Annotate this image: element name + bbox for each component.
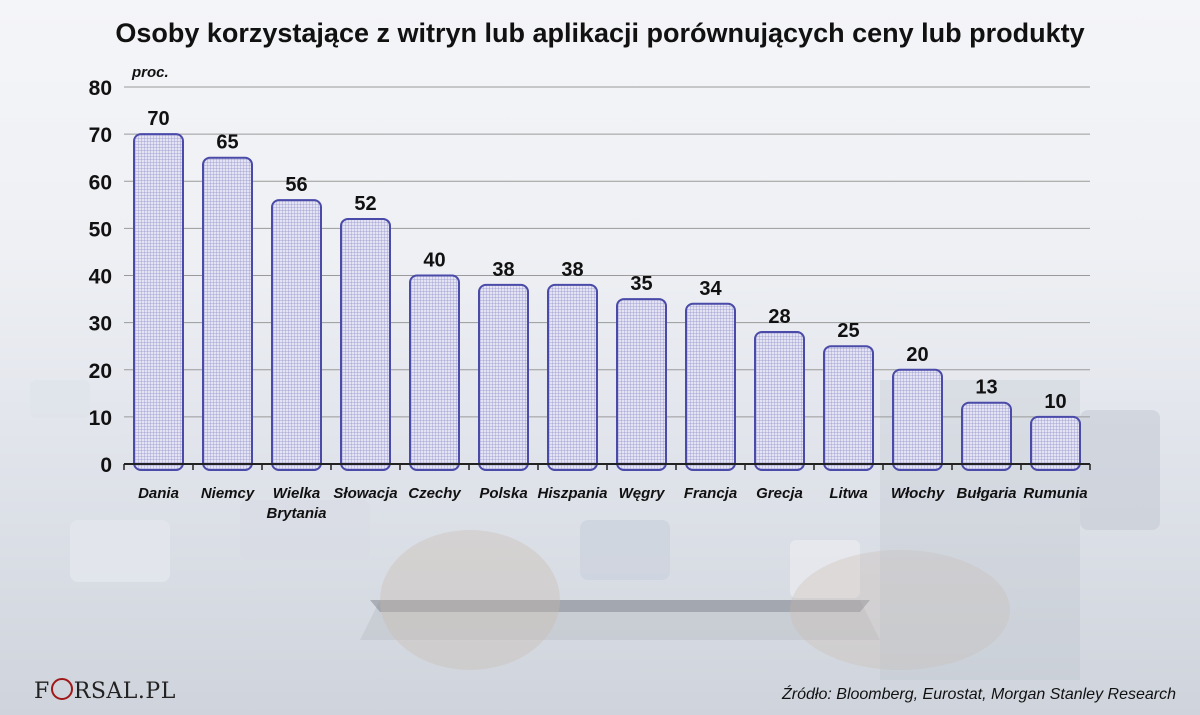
x-tick-label: Dania — [138, 485, 179, 502]
x-tick-label: Węgry — [619, 485, 666, 502]
data-label: 10 — [1044, 391, 1066, 413]
y-axis-ticks: 0 10 20 30 40 50 60 70 80 — [89, 77, 112, 477]
data-label: 56 — [285, 174, 307, 196]
x-tick-label: Litwa — [829, 485, 867, 502]
data-label: 38 — [492, 259, 514, 281]
y-tick-label: 80 — [89, 77, 112, 100]
x-tick-label: Niemcy — [201, 485, 255, 502]
x-tick-label: Wielka — [273, 485, 320, 502]
data-labels: 70 65 56 52 40 38 38 35 34 28 25 20 13 10 — [147, 108, 1066, 413]
bar — [823, 345, 874, 471]
bar — [133, 133, 184, 471]
logo-circle-icon — [50, 678, 73, 700]
x-tick-label: Włochy — [891, 485, 945, 502]
y-tick-label: 0 — [100, 454, 112, 477]
data-label: 13 — [975, 377, 997, 399]
y-tick-label: 40 — [89, 266, 112, 289]
data-label: 38 — [561, 259, 583, 281]
bar — [754, 331, 805, 471]
gridlines — [124, 86, 1090, 418]
data-label: 52 — [354, 193, 376, 215]
bars — [133, 133, 1081, 471]
data-label: 20 — [906, 344, 928, 366]
data-label: 70 — [147, 108, 169, 130]
bar — [547, 283, 598, 471]
bar — [892, 368, 943, 471]
bar — [271, 199, 322, 471]
data-label: 25 — [837, 320, 859, 342]
y-tick-label: 60 — [89, 171, 112, 194]
x-axis: Dania Niemcy Wielka Brytania Słowacja Czechy P… — [123, 463, 1091, 522]
bar — [202, 156, 253, 471]
bar — [961, 401, 1012, 471]
bar — [1030, 415, 1081, 471]
chart-title: Osoby korzystające z witryn lub aplikacj… — [115, 18, 1085, 48]
x-tick-label: Słowacja — [333, 485, 397, 502]
data-label: 40 — [423, 250, 445, 272]
bar — [340, 217, 391, 471]
y-tick-label: 70 — [89, 124, 112, 147]
data-label: 28 — [768, 306, 790, 328]
bar — [409, 274, 460, 471]
x-tick-label: Hiszpania — [537, 485, 607, 502]
data-label: 34 — [699, 278, 722, 300]
logo-text-left: F — [34, 679, 50, 704]
y-tick-label: 20 — [89, 360, 112, 383]
x-tick-label: Czechy — [408, 485, 461, 502]
x-tick-label: Grecja — [756, 485, 803, 502]
bar — [478, 283, 529, 471]
x-tick-label: Polska — [479, 485, 527, 502]
logo-text-right: RSAL.PL — [73, 679, 176, 704]
x-tick-label: Rumunia — [1023, 485, 1087, 502]
bar — [616, 298, 667, 471]
bar — [685, 302, 736, 471]
y-tick-label: 10 — [89, 407, 112, 430]
forsal-logo: F RSAL.PL — [34, 678, 176, 704]
y-axis-unit: proc. — [132, 64, 169, 81]
x-tick-label: Francja — [684, 485, 737, 502]
x-tick-label: Brytania — [266, 505, 326, 522]
x-tick-label: Bułgaria — [956, 485, 1016, 502]
data-label: 35 — [630, 273, 652, 295]
source-note: Źródło: Bloomberg, Eurostat, Morgan Stan… — [782, 686, 1176, 703]
data-label: 65 — [216, 132, 238, 154]
y-tick-label: 50 — [89, 218, 112, 241]
y-tick-label: 30 — [89, 313, 112, 336]
